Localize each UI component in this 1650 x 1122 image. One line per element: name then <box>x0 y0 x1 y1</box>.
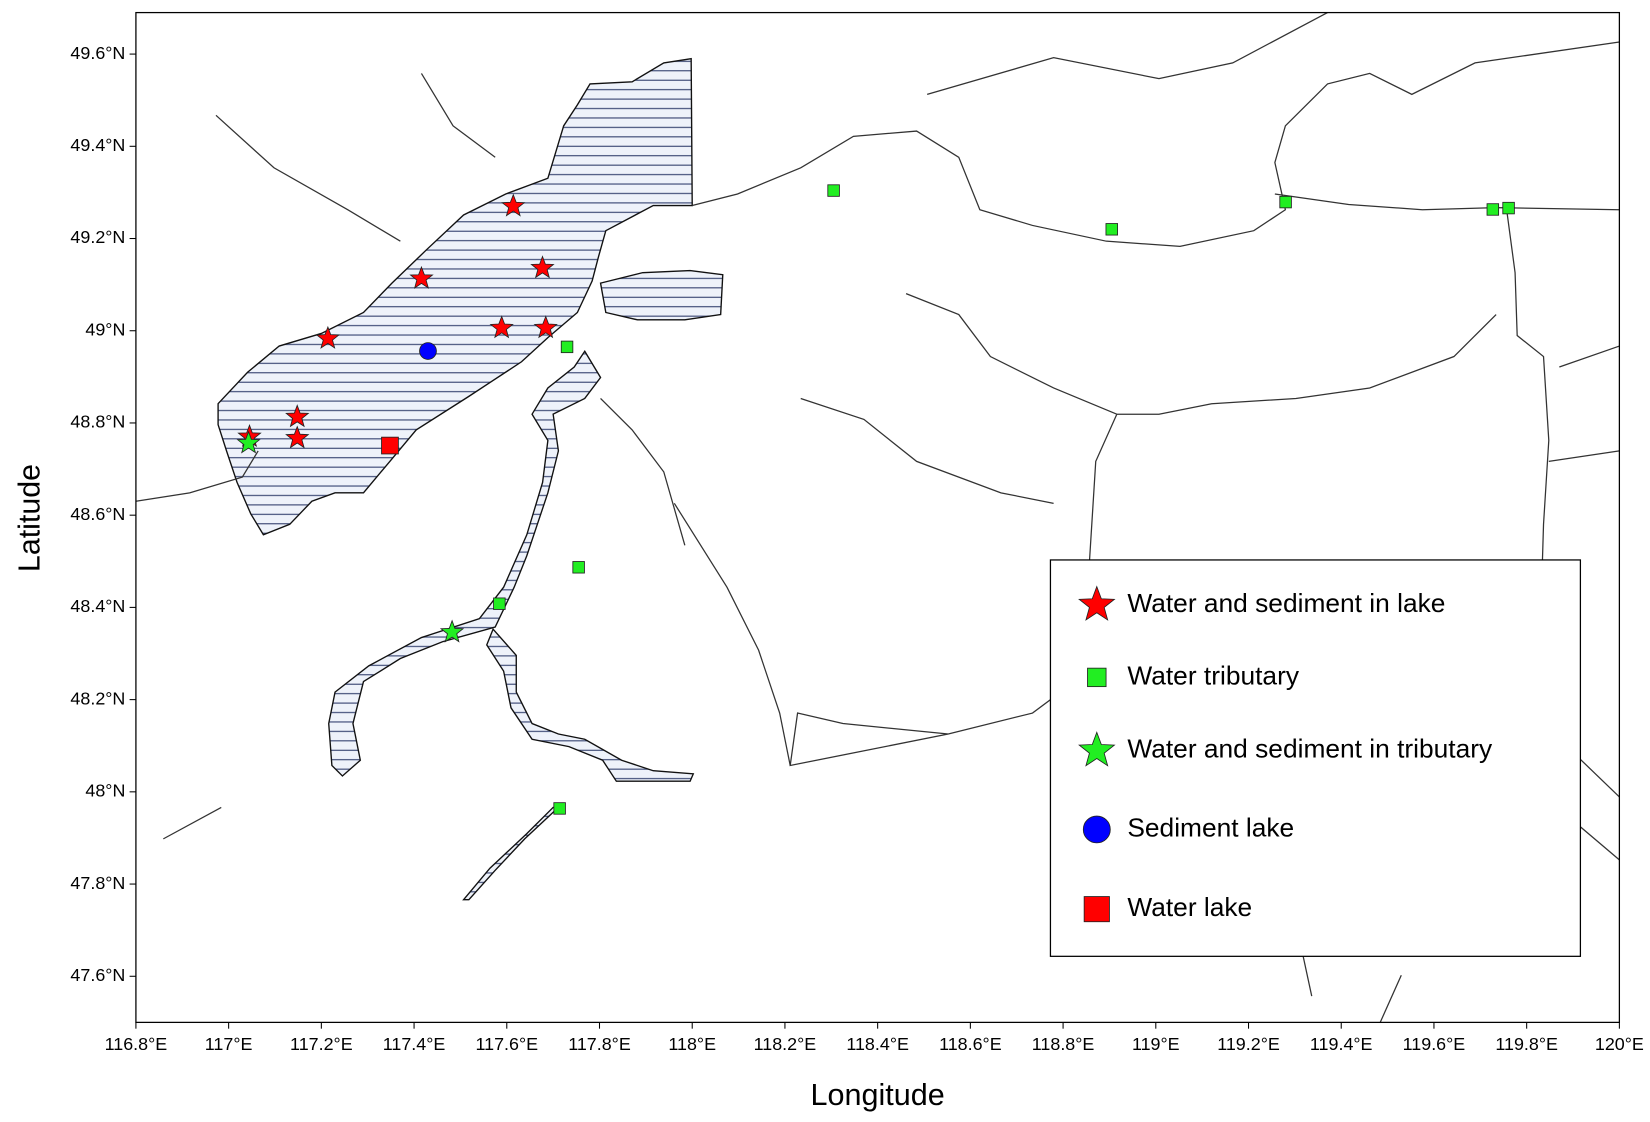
x-tick-label: 120°E <box>1595 1034 1644 1054</box>
square-marker <box>1087 667 1107 688</box>
south-channel <box>485 627 695 782</box>
legend-label: Water lake <box>1127 892 1252 922</box>
x-tick-label: 117.6°E <box>475 1034 538 1054</box>
x-tick-label: 118.6°E <box>939 1034 1002 1054</box>
star-marker <box>285 425 310 449</box>
x-tick-label: 118.4°E <box>846 1034 909 1054</box>
square-marker <box>560 340 574 354</box>
square-marker <box>381 436 399 455</box>
star-marker <box>315 325 340 349</box>
plot: 116.8°E 117°E 117.2°E 117.4°E 117.6°E 117.8°E… <box>13 11 1644 1112</box>
y-tick-label: 48.8°N <box>70 412 125 432</box>
circle-marker <box>419 342 437 360</box>
star-marker <box>501 193 526 217</box>
x-tick-label: 119.2°E <box>1217 1034 1280 1054</box>
star-marker <box>439 619 465 643</box>
x-tick-label: 117.4°E <box>383 1034 446 1054</box>
y-tick-label: 49.6°N <box>70 43 125 63</box>
hulun-lake <box>217 57 693 536</box>
star-marker <box>285 404 310 428</box>
y-tick-label: 48.4°N <box>70 596 125 616</box>
y-tick-label: 47.6°N <box>70 965 125 985</box>
star-marker <box>533 315 558 339</box>
south-tail <box>462 806 561 901</box>
circle-marker <box>1082 815 1111 844</box>
y-tick-label: 49.2°N <box>70 227 125 247</box>
x-tick-label: 117°E <box>205 1034 253 1054</box>
square-marker <box>1105 223 1118 236</box>
x-tick-label: 118.2°E <box>754 1034 817 1054</box>
y-axis-title: Latitude <box>13 464 47 572</box>
square-marker <box>1502 201 1515 215</box>
x-axis-title: Longitude <box>811 1078 945 1112</box>
square-marker <box>1279 195 1292 209</box>
legend-label: Water and sediment in tributary <box>1127 734 1493 764</box>
y-tick-label: 47.8°N <box>70 873 125 893</box>
x-tick-label: 118°E <box>668 1034 716 1054</box>
star-marker <box>489 315 514 339</box>
square-marker <box>572 561 585 574</box>
x-tick-label: 119.6°E <box>1403 1034 1466 1054</box>
y-tick-label: 48.2°N <box>70 688 125 708</box>
x-tick-label: 117.8°E <box>568 1034 631 1054</box>
square-marker <box>493 597 506 610</box>
star-marker <box>530 255 555 279</box>
legend-label: Sediment lake <box>1127 812 1294 842</box>
east-lagoon <box>599 269 724 321</box>
square-marker <box>1083 896 1110 923</box>
star-marker <box>1078 585 1116 621</box>
square-marker <box>827 184 840 197</box>
square-marker <box>1486 203 1500 216</box>
legend-box <box>1049 559 1582 957</box>
y-tick-label: 49.4°N <box>70 135 125 155</box>
legend-label: Water and sediment in lake <box>1127 588 1445 618</box>
star-marker <box>1078 731 1116 767</box>
x-tick-label: 116.8°E <box>105 1034 168 1054</box>
square-marker <box>553 802 566 815</box>
river-channel <box>328 350 602 777</box>
x-tick-label: 119.4°E <box>1310 1034 1373 1054</box>
y-tick-label: 48.6°N <box>70 504 125 524</box>
star-marker <box>409 265 434 289</box>
x-tick-label: 118.8°E <box>1032 1034 1095 1054</box>
legend-label: Water tributary <box>1127 660 1300 690</box>
y-tick-label: 49°N <box>85 319 125 339</box>
x-tick-label: 119°E <box>1132 1034 1180 1054</box>
star-marker <box>236 430 261 454</box>
x-tick-label: 117.2°E <box>290 1034 353 1054</box>
y-tick-label: 48°N <box>85 781 125 801</box>
x-tick-label: 119.8°E <box>1495 1034 1558 1054</box>
